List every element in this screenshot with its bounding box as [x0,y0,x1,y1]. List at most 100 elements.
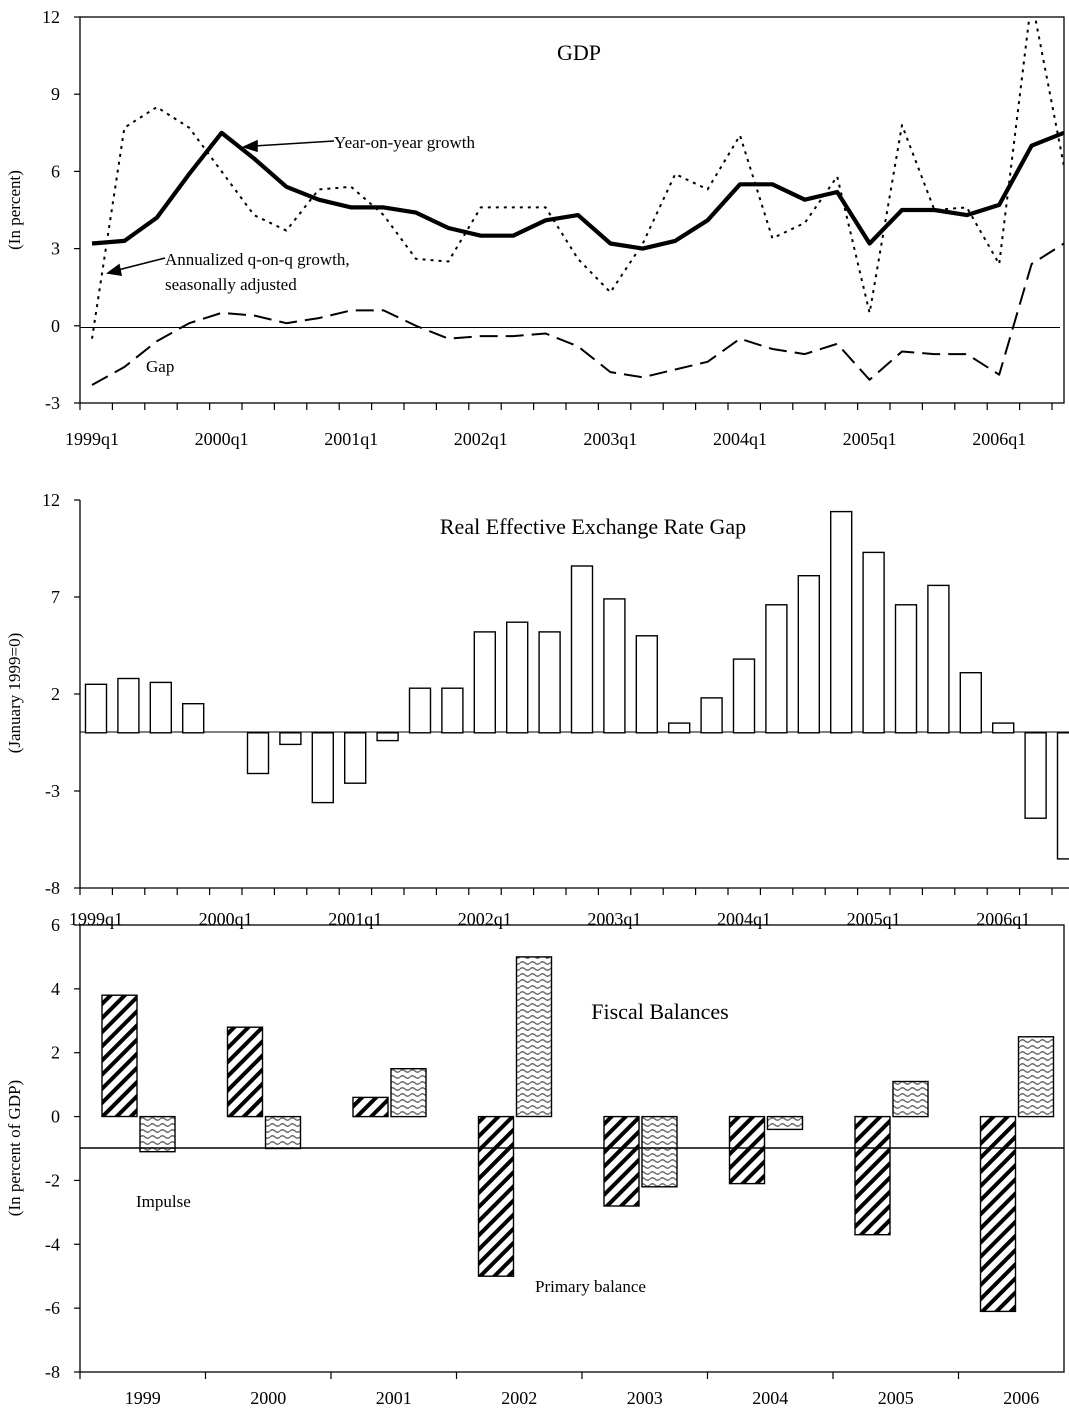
gdp-y-tick-label: 6 [51,161,60,181]
gdp-x-tick-label: 2001q1 [324,429,378,449]
reer-bar [959,672,982,734]
reer-bar [1024,732,1047,819]
fiscal-x-tick-label: 2000 [250,1388,286,1408]
gdp-x-tick-label: 2002q1 [454,429,508,449]
reer-bar [506,621,529,734]
gdp-x-tick-label: 1999q1 [65,429,119,449]
primary-balance-bar [352,1096,389,1118]
gdp-annotation-qoq-line2: seasonally adjusted [165,275,297,294]
fiscal-bars [101,956,1055,1313]
reer-bar [894,604,918,734]
reer-panel: -8 -3 2 7 12 1999q1 2000q1 2001q1 2002q1 2003q1 2… [5,490,1069,929]
fiscal-x-tick-label: 1999 [125,1388,161,1408]
fiscal-x-tick-label: 2005 [878,1388,914,1408]
reer-bar [473,631,496,734]
fiscal-x-tick-label: 2004 [752,1388,788,1408]
fiscal-y-tick-label: -6 [45,1298,60,1318]
reer-bar [635,635,658,734]
reer-y-axis: -8 -3 2 7 12 [42,490,80,898]
gdp-x-tick-label: 2006q1 [972,429,1026,449]
gdp-x-tick-label: 2003q1 [583,429,637,449]
reer-bar [246,732,270,775]
reer-bar [181,703,205,734]
reer-bar [732,658,756,734]
primary-balance-bar [477,1115,515,1277]
fiscal-y-tick-label: 2 [51,1043,60,1063]
reer-bar [84,683,108,734]
gdp-y-tick-label: 12 [42,7,60,27]
impulse-bar [515,956,553,1118]
reer-bar [117,677,140,734]
reer-bar [668,722,691,734]
impulse-bar [139,1115,176,1153]
primary-balance-bar [226,1026,264,1118]
gdp-y-tick-label: 0 [51,316,60,336]
reer-bar [376,732,399,742]
reer-bar [603,598,626,734]
reer-bar [765,604,788,734]
reer-x-tick-label: 1999q1 [69,909,123,929]
fiscal-label-impulse: Impulse [136,1192,191,1211]
reer-bar [992,722,1015,734]
primary-balance-bar [101,994,138,1118]
gdp-annotation-gap: Gap [146,357,174,376]
qoq-arrow [117,257,166,271]
yoy-arrow [253,140,335,147]
primary-balance-bar [979,1115,1017,1313]
gdp-title: GDP [557,40,601,65]
reer-bars [84,510,1069,860]
fiscal-title: Fiscal Balances [591,999,728,1024]
reer-y-tick-label: -3 [45,781,60,801]
fiscal-label-primary-balance: Primary balance [535,1277,646,1296]
impulse-bar [641,1115,678,1188]
reer-bar [408,687,432,734]
fiscal-y-tick-label: -8 [45,1362,60,1382]
reer-bar [797,575,820,734]
reer-bar [538,631,561,734]
fiscal-y-tick-label: 4 [51,979,60,999]
gdp-series-line-0 [91,130,1064,251]
reer-bar [149,681,173,734]
fiscal-x-tick-label: 2003 [627,1388,663,1408]
reer-y-tick-label: -8 [45,878,60,898]
gdp-x-axis: 1999q1 2000q1 2001q1 2002q1 2003q1 2004q1 2005… [65,403,1053,449]
reer-title: Real Effective Exchange Rate Gap [440,514,746,539]
reer-x-tick-label: 2006q1 [976,909,1030,929]
fiscal-y-label: (In percent of GDP) [5,1080,24,1216]
qoq-arrow-head [105,263,123,276]
gdp-series-line-2 [91,242,1064,386]
fiscal-y-axis: -8 -6 -4 -2 0 2 4 6 [45,915,80,1382]
reer-bar [570,565,594,734]
reer-bar [1056,732,1069,860]
fiscal-y-tick-label: -4 [45,1234,60,1254]
gdp-panel: -3 0 3 6 9 12 1999q1 2000q1 2001q1 2002q1 2003q1 2… [5,7,1065,449]
gdp-y-label: (In percent) [5,170,24,250]
primary-balance-bar [854,1115,891,1236]
fiscal-x-tick-label: 2001 [376,1388,412,1408]
primary-balance-bar [603,1115,640,1207]
fiscal-x-tick-label: 2006 [1003,1388,1039,1408]
gdp-arrows [105,139,335,276]
fiscal-panel: -8 -6 -4 -2 0 2 4 6 1999 2000 2001 2002 2003 2004 200… [5,915,1065,1408]
gdp-series-line-1 [91,17,1064,339]
gdp-annotation-yoy: Year-on-year growth [334,133,475,152]
reer-bar [927,584,950,734]
reer-x-axis: 1999q1 2000q1 2001q1 2002q1 2003q1 2004q1 2005… [69,888,1053,929]
impulse-bar [1017,1036,1055,1118]
reer-x-tick-label: 2001q1 [328,909,382,929]
reer-bar [344,732,367,784]
fiscal-y-tick-label: -2 [45,1170,60,1190]
reer-bar [311,732,334,804]
impulse-bar [892,1080,929,1118]
impulse-bar [766,1115,804,1131]
gdp-y-tick-label: 9 [51,84,60,104]
reer-x-tick-label: 2003q1 [587,909,641,929]
fiscal-x-tick-label: 2002 [501,1388,537,1408]
gdp-plot-frame [79,16,1065,404]
reer-y-tick-label: 2 [51,684,60,704]
yoy-arrow-head [241,139,258,153]
reer-y-label: (January 1999=0) [5,633,24,754]
gdp-series [91,17,1064,386]
gdp-y-tick-label: -3 [45,393,60,413]
fiscal-y-tick-label: 0 [51,1107,60,1127]
